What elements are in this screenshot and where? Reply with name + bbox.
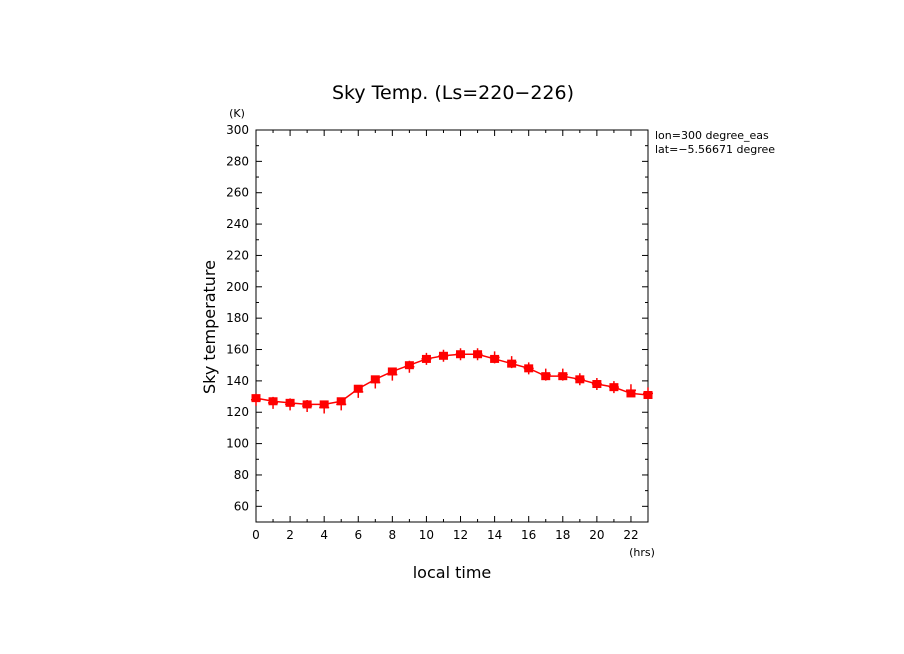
x-tick-label: 10 <box>419 528 434 542</box>
x-tick-label: 20 <box>589 528 604 542</box>
data-point-cross <box>489 351 500 364</box>
plot-frame <box>255 129 649 523</box>
y-tick-label: 160 <box>226 343 249 357</box>
data-point-cross <box>370 376 381 389</box>
chart-title: Sky Temp. (Ls=220−226) <box>332 82 574 104</box>
data-point-cross <box>336 398 347 411</box>
data-point-cross <box>251 393 261 406</box>
data-point-cross <box>591 378 602 391</box>
y-tick-label: 180 <box>226 311 249 325</box>
data-point-cross <box>319 401 330 414</box>
annotation-lon: lon=300 degree_eas <box>655 129 769 142</box>
x-tick-label: 4 <box>320 528 328 542</box>
annotation-lat: lat=−5.56671 degree <box>655 143 775 156</box>
x-unit-label: (hrs) <box>629 546 655 559</box>
data-point-cross <box>557 368 568 381</box>
data-point-cross <box>540 368 551 381</box>
data-point-cross <box>387 368 398 381</box>
y-tick-label: 220 <box>226 248 249 262</box>
y-tick-label: 280 <box>226 154 249 168</box>
data-point-cross <box>625 384 636 397</box>
y-tick-label: 240 <box>226 217 249 231</box>
data-point-cross <box>506 356 517 369</box>
x-tick-label: 0 <box>252 528 260 542</box>
data-point-cross <box>574 373 585 386</box>
y-tick-label: 260 <box>226 186 249 200</box>
y-tick-label: 80 <box>234 468 249 482</box>
data-point-cross <box>643 387 653 400</box>
x-tick-label: 8 <box>389 528 397 542</box>
x-tick-label: 22 <box>623 528 638 542</box>
y-tick-label: 100 <box>226 437 249 451</box>
data-point-cross <box>438 349 449 362</box>
data-point-cross <box>404 360 415 373</box>
data-point-cross <box>285 398 296 411</box>
data-point-cross <box>523 362 534 375</box>
y-unit-label: (K) <box>229 107 245 120</box>
data-point-cross <box>472 348 483 361</box>
x-axis-label: local time <box>413 563 492 582</box>
data-point-cross <box>608 381 619 394</box>
y-tick-label: 60 <box>234 499 249 513</box>
data-point-cross <box>353 385 364 398</box>
y-tick-label: 120 <box>226 405 249 419</box>
data-point-cross <box>302 399 313 412</box>
y-axis-label: Sky temperature <box>200 260 219 394</box>
data-point-cross <box>268 396 279 409</box>
x-tick-label: 16 <box>521 528 536 542</box>
x-tick-label: 12 <box>453 528 468 542</box>
x-tick-label: 18 <box>555 528 570 542</box>
y-tick-label: 300 <box>226 123 249 137</box>
data-point-cross <box>421 352 432 365</box>
x-tick-label: 2 <box>286 528 294 542</box>
x-tick-label: 6 <box>354 528 362 542</box>
y-tick-label: 140 <box>226 374 249 388</box>
series-line <box>255 353 649 406</box>
x-tick-label: 14 <box>487 528 502 542</box>
y-tick-label: 200 <box>226 280 249 294</box>
data-point-cross <box>455 348 466 361</box>
